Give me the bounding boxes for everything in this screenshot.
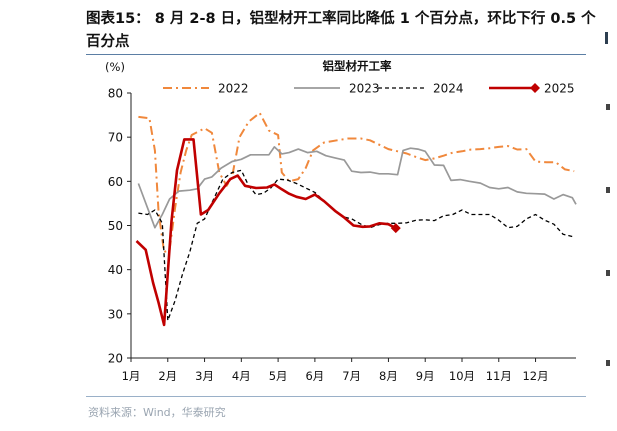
x-tick-label: 2月 bbox=[158, 369, 177, 383]
series-layer bbox=[135, 111, 577, 327]
y-tick-label: 30 bbox=[108, 307, 123, 321]
series-line-2025 bbox=[135, 138, 397, 327]
series-line-2023 bbox=[137, 146, 577, 229]
cropped-edge-glyph bbox=[606, 270, 610, 276]
source-note: 资料来源：Wind，华泰研究 bbox=[88, 406, 226, 419]
cropped-edge-mark bbox=[605, 32, 608, 44]
figure-title: 图表15： 8 月 2-8 日，铝型材开工率同比降低 1 个百分点，环比下行 0… bbox=[86, 11, 596, 50]
legend: 2022 2023 2024 2025 bbox=[163, 82, 575, 96]
x-tick-label: 5月 bbox=[269, 369, 288, 383]
y-tick-label: 50 bbox=[108, 219, 123, 233]
title-rule bbox=[86, 54, 586, 55]
y-tick-label: 70 bbox=[108, 131, 123, 145]
legend-label-2022: 2022 bbox=[218, 82, 249, 96]
series-line-2022 bbox=[138, 111, 575, 253]
legend-marker-2025 bbox=[530, 83, 540, 93]
series-marker-2025 bbox=[390, 223, 401, 234]
y-axis-label: (%) bbox=[105, 60, 125, 74]
y-axis: 20 30 40 50 60 70 80 bbox=[108, 87, 131, 366]
cropped-edge-glyph bbox=[606, 104, 610, 110]
x-tick-label: 11月 bbox=[486, 369, 512, 383]
cropped-edge-glyph bbox=[606, 360, 610, 366]
x-tick-label: 12月 bbox=[522, 369, 548, 383]
x-tick-label: 10月 bbox=[449, 369, 475, 383]
y-tick-label: 80 bbox=[108, 87, 123, 101]
series-line-2024 bbox=[138, 169, 573, 322]
chart-title: 铝型材开工率 bbox=[323, 59, 392, 73]
source-rule bbox=[86, 396, 586, 397]
x-tick-label: 7月 bbox=[342, 369, 361, 383]
legend-label-2024: 2024 bbox=[433, 82, 464, 96]
x-tick-label: 9月 bbox=[416, 369, 435, 383]
y-tick-label: 20 bbox=[108, 352, 123, 366]
cropped-edge-glyph bbox=[606, 187, 610, 193]
x-tick-label: 4月 bbox=[232, 369, 251, 383]
x-tick-label: 3月 bbox=[195, 369, 214, 383]
legend-label-2025: 2025 bbox=[544, 82, 575, 96]
x-tick-label: 6月 bbox=[305, 369, 324, 383]
legend-label-2023: 2023 bbox=[349, 82, 380, 96]
x-axis: 1月 2月 3月 4月 5月 6月 7月 8月 9月 10月 11月 12月 bbox=[122, 358, 549, 383]
x-tick-label: 1月 bbox=[122, 369, 141, 383]
y-tick-label: 60 bbox=[108, 175, 123, 189]
x-tick-label: 8月 bbox=[379, 369, 398, 383]
y-tick-label: 40 bbox=[108, 263, 123, 277]
